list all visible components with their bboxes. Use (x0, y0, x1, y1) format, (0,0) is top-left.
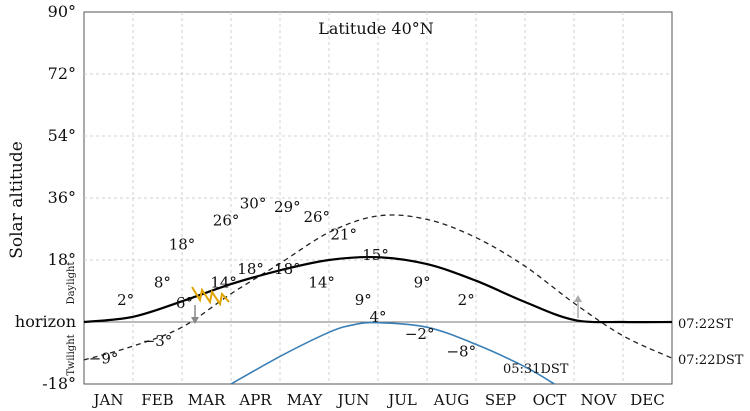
series-line-dashed (83, 214, 673, 361)
y-tick-label: 18° (48, 250, 76, 269)
dashed-value-label: 6° (176, 294, 193, 312)
y-tick-label: 36° (48, 188, 76, 207)
step-markers (191, 286, 582, 324)
x-tick-label: JAN (92, 391, 124, 409)
solid-value-label: 2° (117, 291, 134, 309)
solid-value-label: 9° (414, 274, 431, 292)
x-tick-label: MAR (188, 391, 226, 409)
x-tick-label: OCT (533, 391, 567, 409)
x-tick-label: SEP (485, 391, 516, 409)
y-tick-label: 54° (48, 126, 76, 145)
x-tick-label: NOV (581, 391, 618, 409)
shift-arrow-oct-head (574, 295, 582, 302)
series-layer (83, 214, 673, 385)
grid: 90° 72° 54° 36° 18° horizon -18° JAN FEB MAR APR MA… (15, 2, 672, 409)
chart-title: Latitude 40°N (318, 19, 434, 38)
solid-value-label: 18° (274, 260, 301, 278)
dashed-value-label: −8° (446, 342, 476, 360)
series-line-solid (83, 255, 673, 324)
x-tick-label: FEB (141, 391, 173, 409)
x-tick-label: APR (238, 391, 272, 409)
solid-value-label: 9° (355, 291, 372, 309)
right-label-dst: 07:22DST (678, 353, 744, 368)
x-tick-label: JUL (386, 391, 417, 409)
blue-curve-label: 05:31DST (503, 362, 569, 377)
y-tick-label: 90° (48, 2, 76, 21)
daylight-shift-zigzag (191, 286, 230, 307)
solid-value-label: 18° (237, 260, 264, 278)
solid-value-label: 14° (210, 274, 237, 292)
x-tick-label: DEC (630, 391, 664, 409)
dashed-value-label: 18° (169, 236, 196, 254)
y-axis-label: Solar altitude (7, 141, 27, 259)
x-tick-label: JUN (336, 391, 370, 409)
right-label-st: 07:22ST (678, 317, 733, 332)
y-tick-label: 72° (48, 64, 76, 83)
daylight-label: Daylight (66, 262, 77, 305)
dashed-value-label: 15° (362, 246, 389, 264)
solid-value-label: 2° (458, 291, 475, 309)
series-line-blue (230, 321, 555, 385)
dashed-value-label: 30° (240, 194, 267, 212)
twilight-label: Twilight (66, 334, 77, 375)
solid-value-label: 14° (308, 274, 335, 292)
dashed-value-label: 21° (330, 225, 357, 243)
dashed-value-label: 4° (369, 308, 386, 326)
x-tick-label: AUG (433, 391, 469, 409)
shift-arrow-mar-head (191, 317, 199, 324)
dashed-value-label: 26° (303, 208, 330, 226)
dashed-value-label: 29° (274, 198, 301, 216)
y-tick-label: -18° (42, 374, 76, 393)
dashed-value-label: −2° (405, 325, 435, 343)
x-tick-label: MAY (287, 391, 324, 409)
solid-value-label: 8° (154, 274, 171, 292)
dashed-value-label: 26° (213, 212, 240, 230)
dashed-value-label: −9° (89, 349, 119, 367)
y-tick-label: horizon (15, 312, 76, 331)
dashed-value-label: −3° (143, 332, 173, 350)
labels-layer: −9°−3°6°18°26°30° 29°26°21°15°4°−2°−8°2°8… (89, 194, 476, 367)
